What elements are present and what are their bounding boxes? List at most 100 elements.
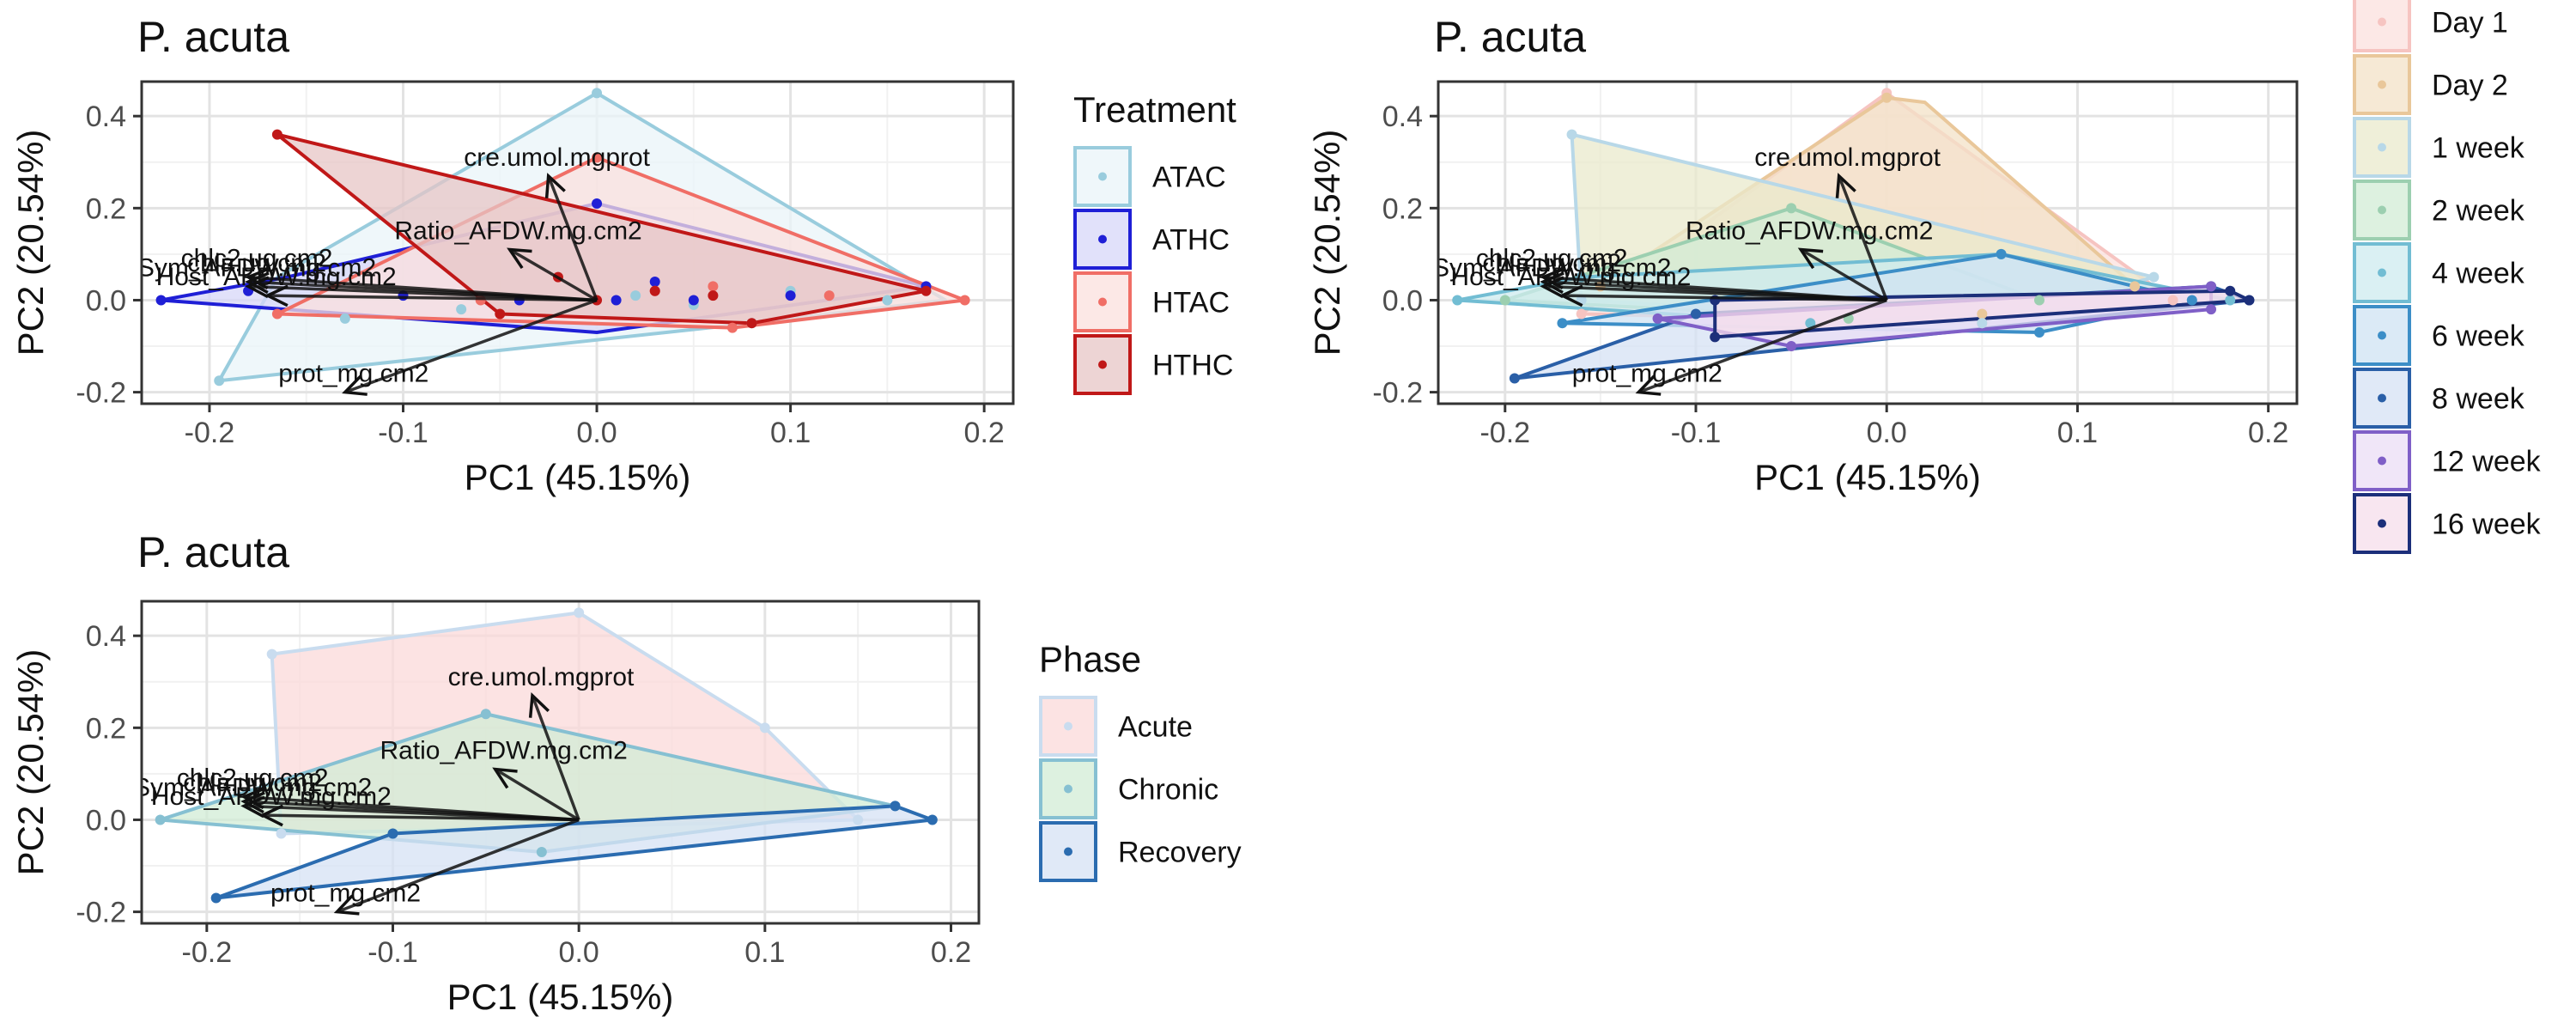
legend-label: 16 week	[2432, 508, 2542, 541]
data-point	[1452, 295, 1463, 306]
loading-arrowhead	[1558, 284, 1583, 307]
legend-key	[1039, 758, 1097, 819]
data-point	[2225, 295, 2236, 306]
loading-arrow	[1800, 248, 1888, 301]
legend-item: HTAC	[1073, 271, 1230, 332]
chart-title: P. acuta	[1434, 13, 1586, 61]
x-tick-label: 0.2	[2248, 417, 2288, 449]
data-point	[592, 198, 603, 209]
data-point	[2148, 271, 2160, 283]
data-point	[688, 295, 699, 306]
legend-item: 8 week	[2353, 368, 2525, 429]
x-tick-label: 0.1	[744, 936, 785, 969]
legend-item: 12 week	[2353, 430, 2542, 491]
legend-label: Day 2	[2432, 70, 2508, 102]
data-point	[480, 709, 491, 720]
loading-arrow	[262, 813, 580, 822]
legend-item: 16 week	[2353, 493, 2542, 554]
data-layer: cre.umol.mgprotRatio_AFDW.mg.cm2Sym_AFDW…	[142, 607, 938, 916]
data-point	[959, 295, 970, 306]
legend-item: 2 week	[2353, 180, 2525, 240]
loading-arrow	[494, 768, 580, 821]
legend-key-point	[1098, 297, 1107, 307]
loading-arrowhead	[528, 692, 550, 718]
legend-label: 6 week	[2432, 320, 2525, 353]
plot-border	[1437, 80, 2299, 405]
pca-panel: P. acuta cre.umol.mgprot Ratio_AFDW.mg.cm2…	[1307, 0, 2542, 554]
legend-label: Recovery	[1118, 837, 1242, 869]
data-point	[1977, 318, 1988, 329]
loading-label: Ratio_AFDW.mg.cm2	[380, 737, 627, 765]
data-point	[726, 322, 738, 333]
x-tick-label: -0.1	[368, 936, 418, 969]
legend-item: Acute	[1039, 696, 1193, 757]
data-layer: cre.umol.mgprotRatio_AFDW.mg.cm2Sym_AFDW…	[142, 88, 970, 396]
data-point	[746, 318, 757, 329]
loading-arrowhead	[245, 276, 270, 299]
x-tick-label: 0.1	[770, 417, 811, 449]
loading-arrowhead	[258, 804, 284, 827]
legend-key-point	[2378, 456, 2386, 466]
loading-arrow	[267, 294, 598, 302]
y-tick-label: 0.4	[1382, 100, 1423, 133]
loading-arrowhead	[240, 787, 265, 810]
legend-item: Chronic	[1039, 758, 1218, 819]
loading-arrowhead	[1540, 267, 1564, 290]
legend-key-point	[2378, 143, 2386, 152]
chart-title: P. acuta	[137, 528, 289, 576]
loading-label: Ratio_AFDW.mg.cm2	[394, 217, 641, 246]
x-axis-label: PC1 (45.15%)	[447, 977, 674, 1017]
loading-arrow	[1838, 175, 1888, 301]
data-point	[890, 801, 901, 812]
loading-label: Ratio_AFDW.mg.cm2	[1686, 217, 1933, 246]
x-tick-label: -0.2	[182, 936, 233, 969]
loading-arrow	[508, 248, 598, 301]
data-point	[853, 814, 864, 825]
data-point	[1691, 308, 1701, 320]
legend-title: Treatment	[1073, 89, 1236, 130]
loading-label: Host_AFDW.mg.cm2	[156, 263, 397, 291]
x-tick-label: 0.2	[931, 936, 971, 969]
data-point	[759, 722, 770, 734]
legend-item: HTHC	[1073, 334, 1233, 395]
loading-label: chla.ug.cm2	[183, 769, 322, 797]
y-tick-label: 0.0	[1382, 284, 1423, 317]
y-axis-label: PC2 (20.54%)	[1307, 130, 1347, 356]
loading-label: chlc2.ug.cm2	[181, 245, 333, 273]
data-point	[155, 295, 167, 306]
y-tick-label: 0.2	[86, 712, 126, 745]
legend: Treatment ATAC ATHC HTAC HTHC	[1073, 89, 1236, 395]
x-tick-label: -0.2	[185, 417, 235, 449]
pca-panel: P. acuta cre.umol.mgprot Ratio_AFDW.mg.cm2…	[10, 13, 1236, 497]
legend-label: ATHC	[1152, 224, 1230, 257]
loading-arrowhead	[1540, 276, 1564, 299]
data-point	[2034, 295, 2044, 306]
loading-arrow	[344, 298, 598, 394]
loading-label: prot_mg.cm2	[270, 880, 421, 908]
x-tick-label: 0.1	[2057, 417, 2098, 449]
loading-arrow	[247, 280, 598, 302]
legend-label: 1 week	[2432, 132, 2525, 165]
legend-label: HTHC	[1152, 350, 1233, 382]
loading-arrowhead	[1835, 173, 1856, 198]
data-point	[276, 828, 287, 839]
legend-key-point	[2378, 17, 2386, 27]
loading-arrowhead	[492, 767, 518, 789]
x-tick-label: -0.1	[1671, 417, 1722, 449]
data-point	[1786, 203, 1797, 214]
legend-item: ATAC	[1073, 146, 1226, 207]
legend-item: 4 week	[2353, 242, 2525, 303]
x-tick-label: 0.2	[964, 417, 1005, 449]
data-point	[592, 88, 603, 99]
legend-key-point	[1064, 847, 1072, 856]
legend-label: HTAC	[1152, 287, 1230, 320]
data-point	[574, 607, 585, 618]
data-point	[630, 290, 641, 301]
data-point	[2186, 295, 2197, 306]
loading-label: prot_mg.cm2	[278, 360, 428, 388]
loading-arrowhead	[333, 894, 360, 916]
legend-key-point	[2378, 268, 2386, 277]
data-point	[2206, 304, 2216, 315]
loading-arrow	[244, 800, 580, 822]
